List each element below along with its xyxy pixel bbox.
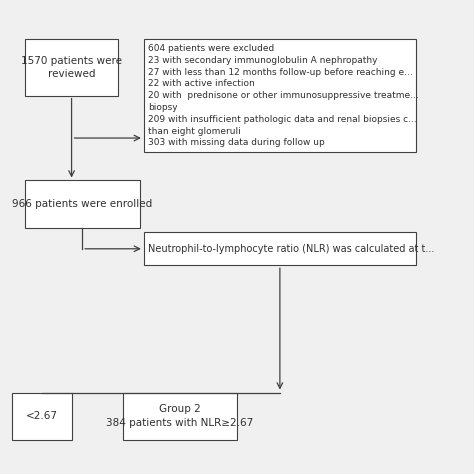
FancyBboxPatch shape bbox=[12, 392, 72, 439]
Text: 966 patients were enrolled: 966 patients were enrolled bbox=[12, 199, 152, 209]
Text: Group 2
384 patients with NLR≥2.67: Group 2 384 patients with NLR≥2.67 bbox=[106, 404, 254, 428]
Text: Neutrophil-to-lymphocyte ratio (NLR) was calculated at t...: Neutrophil-to-lymphocyte ratio (NLR) was… bbox=[148, 244, 435, 254]
FancyBboxPatch shape bbox=[25, 181, 140, 228]
FancyBboxPatch shape bbox=[144, 232, 416, 265]
Text: 1570 patients were
reviewed: 1570 patients were reviewed bbox=[21, 56, 122, 79]
FancyBboxPatch shape bbox=[25, 39, 118, 96]
Text: 604 patients were excluded
23 with secondary immunoglobulin A nephropathy
27 wit: 604 patients were excluded 23 with secon… bbox=[148, 44, 419, 147]
Text: <2.67: <2.67 bbox=[26, 411, 58, 421]
FancyBboxPatch shape bbox=[123, 392, 237, 439]
FancyBboxPatch shape bbox=[144, 39, 416, 152]
